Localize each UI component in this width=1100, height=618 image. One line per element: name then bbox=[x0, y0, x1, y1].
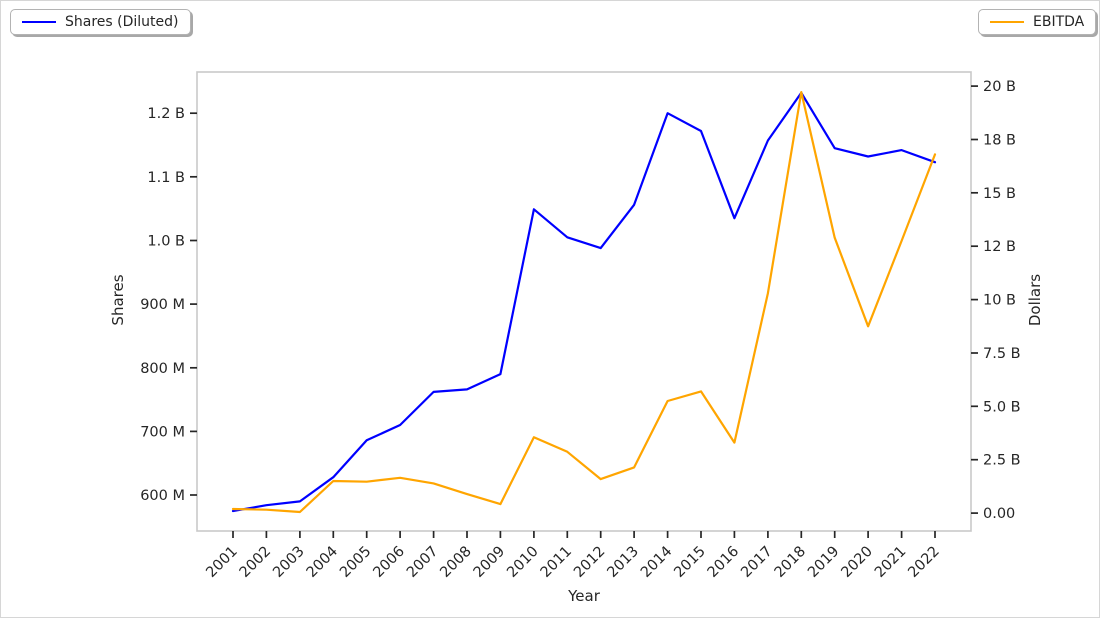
y-left-tick-label: 1.0 B bbox=[147, 234, 185, 250]
y-left-tick-label: 800 M bbox=[140, 361, 185, 377]
x-tick-label: 2009 bbox=[471, 544, 508, 581]
x-tick-label: 2016 bbox=[705, 544, 742, 581]
y-left-tick-label: 1.1 B bbox=[147, 170, 185, 186]
x-tick-label: 2020 bbox=[839, 544, 876, 581]
y-right-tick-label: 15 B bbox=[983, 186, 1016, 202]
x-tick-label: 2008 bbox=[437, 544, 474, 581]
legend-ebitda-label: EBITDA bbox=[1033, 14, 1085, 30]
y-left-tick-label: 700 M bbox=[140, 424, 185, 440]
x-tick-label: 2021 bbox=[872, 544, 909, 581]
x-tick-label: 2017 bbox=[738, 544, 775, 581]
x-tick-label: 2013 bbox=[605, 544, 642, 581]
x-tick-label: 2018 bbox=[772, 544, 809, 581]
x-tick-label: 2012 bbox=[571, 544, 608, 581]
legend-shares-label: Shares (Diluted) bbox=[65, 14, 179, 30]
x-tick-label: 2003 bbox=[270, 544, 307, 581]
plot-border bbox=[196, 71, 972, 532]
y-right-tick-label: 18 B bbox=[983, 133, 1016, 149]
legend-shares: Shares (Diluted) bbox=[10, 9, 191, 35]
x-tick-label: 2014 bbox=[638, 544, 675, 581]
y-right-tick-label: 0.00 bbox=[983, 506, 1015, 522]
y-right-tick-label: 7.5 B bbox=[983, 346, 1021, 362]
y-axis-label-left: Shares bbox=[109, 274, 127, 326]
x-tick-label: 2019 bbox=[805, 544, 842, 581]
y-right-tick-label: 10 B bbox=[983, 293, 1016, 309]
ebitda-line bbox=[231, 90, 937, 514]
x-tick-label: 2022 bbox=[905, 544, 942, 581]
x-axis-label: Year bbox=[568, 587, 600, 605]
y-left-tick-label: 600 M bbox=[140, 488, 185, 504]
x-tick-label: 2011 bbox=[538, 544, 575, 581]
x-tick-label: 2005 bbox=[337, 544, 374, 581]
y-left-tick-label: 900 M bbox=[140, 297, 185, 313]
x-tick-label: 2010 bbox=[504, 544, 541, 581]
y-right-tick-label: 12 B bbox=[983, 239, 1016, 255]
x-tick-label: 2015 bbox=[671, 544, 708, 581]
ebitda-line-sample bbox=[990, 20, 1024, 24]
y-right-tick-label: 20 B bbox=[983, 79, 1016, 95]
y-right-tick-label: 5.0 B bbox=[983, 399, 1021, 415]
x-tick-label: 2002 bbox=[237, 544, 274, 581]
y-right-tick-label: 2.5 B bbox=[983, 453, 1021, 469]
y-left-tick-label: 1.2 B bbox=[147, 106, 185, 122]
shares-diluted-line bbox=[231, 91, 937, 513]
x-tick-label: 2001 bbox=[203, 544, 240, 581]
y-axis-label-right: Dollars bbox=[1026, 273, 1044, 327]
shares-line-sample bbox=[22, 20, 56, 24]
x-tick-label: 2006 bbox=[371, 544, 408, 581]
x-tick-label: 2004 bbox=[304, 544, 341, 581]
x-tick-label: 2007 bbox=[404, 544, 441, 581]
legend-ebitda: EBITDA bbox=[978, 9, 1097, 35]
